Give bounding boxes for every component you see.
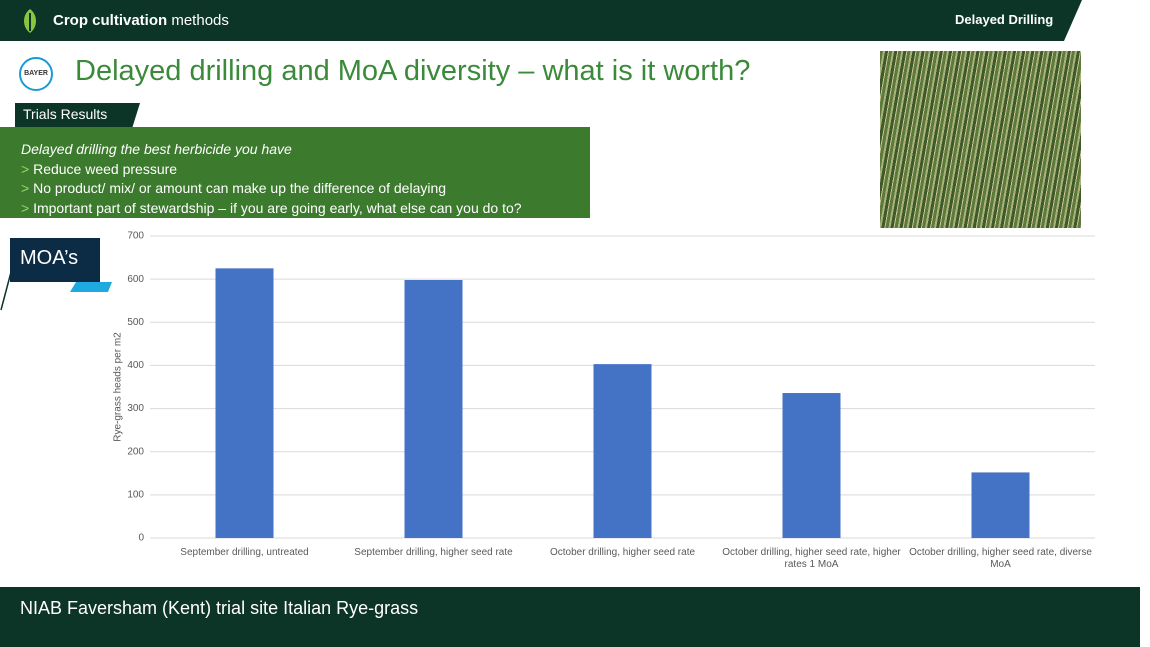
summary-item: > Important part of stewardship – if you… (21, 199, 590, 219)
footer-bar (0, 587, 1140, 647)
summary-heading: Delayed drilling the best herbicide you … (21, 141, 292, 157)
summary-list: > Reduce weed pressure > No product/ mix/… (21, 160, 590, 219)
x-tick-label: October drilling, higher seed rate, high… (722, 547, 901, 570)
y-tick-label: 500 (127, 317, 144, 328)
bullet-marker: > (21, 199, 30, 216)
logo: BAYER (19, 57, 53, 91)
bullet-marker: > (21, 160, 30, 177)
section-bold: Crop cultivation (53, 12, 168, 29)
slide-title: Delayed drilling and MoA diversity – wha… (75, 55, 751, 87)
y-tick-label: 300 (127, 403, 144, 414)
item-text: Reduce weed pressure (33, 160, 178, 177)
item-text: Important part of stewardship – if you a… (33, 199, 522, 216)
leaf-icon (24, 9, 36, 33)
moa-tab: MOA’s (10, 238, 100, 282)
summary-item: > Reduce weed pressure (21, 160, 590, 180)
footer-text: NIAB Faversham (Kent) trial site Italian… (20, 598, 419, 618)
bar (404, 280, 463, 538)
logo-text: BAYER (24, 70, 48, 77)
bar (782, 393, 841, 538)
y-tick-label: 0 (138, 533, 144, 544)
top-bar (0, 0, 1150, 41)
x-tick-label: September drilling, untreated (180, 547, 309, 558)
section-label: Crop cultivation methods (53, 12, 229, 29)
item-text: No product/ mix/ or amount can make up t… (33, 180, 447, 196)
y-tick-label: 700 (127, 231, 144, 242)
y-tick-label: 400 (127, 360, 144, 371)
y-tick-label: 600 (127, 274, 144, 285)
y-tick-label: 100 (127, 489, 144, 500)
wheat-photo (880, 51, 1081, 228)
trials-tab-text: Trials Results (23, 106, 108, 122)
x-tick-label: October drilling, higher seed rate, dive… (909, 547, 1092, 570)
header-tab: Delayed Drilling (955, 12, 1054, 27)
chart: Rye-grass heads per m2 0 100 200 300 400 500 6… (113, 231, 1095, 544)
section-rest: methods (171, 12, 229, 29)
trials-tab (15, 103, 140, 127)
x-tick-label: September drilling, higher seed rate (354, 547, 513, 558)
summary-item: > No product/ mix/ or amount can make up… (21, 179, 590, 199)
y-tick-label: 200 (127, 446, 144, 457)
y-axis-label: Rye-grass heads per m2 (113, 332, 124, 442)
bar (215, 268, 274, 538)
x-tick-label: October drilling, higher seed rate (549, 547, 696, 558)
bullet-marker: > (21, 180, 30, 196)
bar (971, 472, 1030, 538)
bar (593, 364, 652, 538)
summary-box: Delayed drilling the best herbicide you … (0, 127, 590, 218)
